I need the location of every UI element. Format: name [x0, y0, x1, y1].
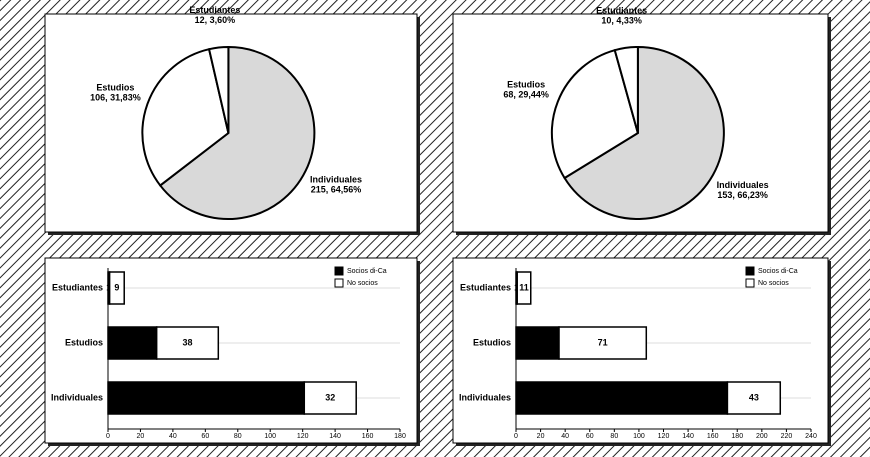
x-tick-label: 80	[234, 433, 242, 440]
slice-label: Estudios	[96, 83, 134, 93]
x-tick-label: 180	[731, 433, 743, 440]
x-tick-label: 80	[610, 433, 618, 440]
slice-value-label: 68, 29,44%	[503, 89, 549, 99]
bar-segment	[108, 271, 125, 305]
x-tick-label: 160	[362, 433, 374, 440]
bar-value-label: 32	[325, 392, 335, 402]
x-tick-label: 180	[394, 433, 406, 440]
x-tick-label: 120	[658, 433, 670, 440]
bar-segment	[515, 381, 729, 415]
slice-label: Individuales	[717, 180, 769, 190]
x-tick-label: 40	[561, 433, 569, 440]
bar-value-label: 43	[749, 392, 759, 402]
y-tick-label: Estudiantes	[460, 282, 511, 292]
legend-label: Socios di-Ca	[758, 268, 798, 275]
bar-value-label: 9	[114, 282, 119, 292]
y-tick-label: Individuales	[459, 392, 511, 402]
bar-segment	[558, 326, 648, 360]
pie-slice	[550, 48, 640, 180]
slice-value-label: 153, 66,23%	[717, 190, 768, 200]
x-tick-label: 120	[297, 433, 309, 440]
slice-value-label: 12, 3,60%	[195, 15, 236, 25]
x-tick-label: 100	[633, 433, 645, 440]
bar-value-label: 172	[614, 392, 629, 402]
slice-value-label: 10, 4,33%	[601, 15, 642, 25]
legend-label: No socios	[758, 280, 789, 287]
x-tick-label: 140	[329, 433, 341, 440]
bar-value-label: 121	[199, 392, 214, 402]
legend-swatch	[745, 278, 755, 288]
bar-value-label: 38	[182, 337, 192, 347]
bar-segment	[107, 326, 158, 360]
x-tick-label: 20	[537, 433, 545, 440]
pie-slice	[207, 45, 230, 134]
slice-label: Estudiantes	[189, 5, 240, 15]
slice-value-label: 215, 64,56%	[311, 185, 362, 195]
bar-segment	[515, 326, 560, 360]
x-tick-label: 160	[707, 433, 719, 440]
bar-value-label: 30	[127, 337, 137, 347]
x-tick-label: 140	[682, 433, 694, 440]
x-tick-label: 200	[756, 433, 768, 440]
y-tick-label: Estudiantes	[52, 282, 103, 292]
bar-value-label: 1	[106, 282, 111, 292]
pie-slice	[563, 45, 725, 220]
bar-segment	[107, 381, 306, 415]
legend-swatch	[745, 266, 755, 276]
bar-segment	[516, 271, 532, 305]
bar-segment	[726, 381, 782, 415]
x-tick-label: 0	[106, 433, 110, 440]
y-tick-label: Estudios	[473, 337, 511, 347]
bar-value-label: 11	[519, 282, 529, 292]
bar-segment	[303, 381, 357, 415]
x-tick-label: 240	[805, 433, 817, 440]
legend-swatch	[334, 278, 344, 288]
pie-slice	[613, 45, 639, 134]
bar-value-label: 35	[533, 337, 543, 347]
pie-slice	[158, 45, 316, 220]
legend-swatch	[334, 266, 344, 276]
x-tick-label: 60	[586, 433, 594, 440]
x-tick-label: 60	[201, 433, 209, 440]
slice-label: Estudios	[507, 79, 545, 89]
y-tick-label: Individuales	[51, 392, 103, 402]
x-tick-label: 20	[137, 433, 145, 440]
bar-segment	[155, 326, 220, 360]
legend-label: Socios di-Ca	[347, 268, 387, 275]
slice-label: Individuales	[310, 175, 362, 185]
slice-label: Estudiantes	[596, 5, 647, 15]
bar-value-label: 71	[598, 337, 608, 347]
legend-label: No socios	[347, 280, 378, 287]
x-tick-label: 220	[781, 433, 793, 440]
x-tick-label: 40	[169, 433, 177, 440]
x-tick-label: 0	[514, 433, 518, 440]
y-tick-label: Estudios	[65, 337, 103, 347]
pie-slice	[141, 47, 230, 187]
x-tick-label: 100	[264, 433, 276, 440]
slice-value-label: 106, 31,83%	[90, 93, 141, 103]
